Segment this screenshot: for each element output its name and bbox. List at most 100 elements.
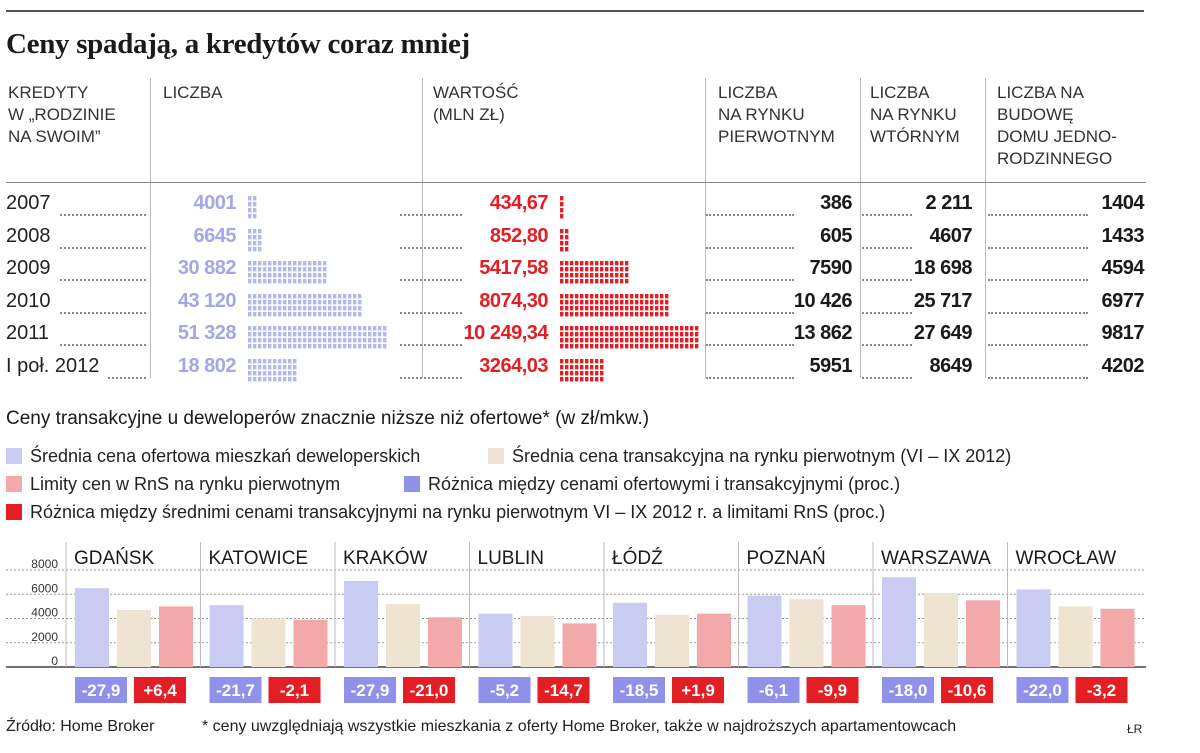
row-leader xyxy=(706,344,794,346)
row-leader xyxy=(862,214,912,216)
row-year: 2007 xyxy=(6,192,51,214)
limit-difference-badge xyxy=(1075,677,1128,703)
header-rule xyxy=(6,182,1146,183)
pictogram-bar xyxy=(248,326,387,349)
pictogram-bar xyxy=(248,228,262,251)
limit-difference-value: +6,4 xyxy=(143,681,177,700)
table-row: 2011 51 328 10 249,34 13 862 27 649 9817 xyxy=(0,322,1150,354)
price-bar xyxy=(117,610,151,667)
secondary-market-count: 25 717 xyxy=(913,289,973,312)
price-bar xyxy=(478,613,513,667)
page-title: Ceny spadają, a kredytów coraz mniej xyxy=(6,28,470,60)
legend-item: Średnia cena transakcyjna na rynku pierw… xyxy=(488,444,1011,468)
row-leader xyxy=(988,214,1088,216)
offer-difference-value: -18,0 xyxy=(889,681,928,700)
pictogram-bar xyxy=(248,358,297,381)
offer-difference-badge xyxy=(209,677,262,703)
pictogram-bar xyxy=(560,196,564,219)
row-leader xyxy=(862,344,912,346)
author-credit: ŁR xyxy=(1127,722,1143,736)
limit-difference-badge xyxy=(806,677,859,703)
limit-difference-badge xyxy=(537,677,590,703)
row-year: 2011 xyxy=(6,322,50,344)
price-bar xyxy=(789,599,824,667)
price-bar xyxy=(831,605,866,667)
row-leader xyxy=(988,376,1088,379)
limit-difference-value: -14,7 xyxy=(544,681,583,700)
price-bar xyxy=(1100,608,1135,667)
limit-difference-badge xyxy=(403,677,455,703)
primary-market-count: 605 xyxy=(820,224,852,247)
header-count: LICZBA xyxy=(163,83,223,102)
secondary-market-count: 27 649 xyxy=(913,322,973,344)
primary-market-count: 5951 xyxy=(809,354,853,377)
legend-label: Średnia cena transakcyjna na rynku pierw… xyxy=(512,445,1012,466)
row-leader xyxy=(862,279,912,281)
header-credits: KREDYTY W „RODZINIE NA SWOIM” xyxy=(8,83,116,146)
row-year: 2008 xyxy=(6,224,51,247)
row-leader xyxy=(706,246,794,249)
pictogram-bar xyxy=(560,228,569,251)
price-bar xyxy=(882,577,916,667)
legend-swatch xyxy=(404,476,420,492)
row-leader xyxy=(60,344,146,346)
pictogram-bar xyxy=(248,261,327,284)
row-leader xyxy=(60,311,146,314)
offer-difference-badge xyxy=(75,677,127,703)
legend-item: Różnica między średnimi cenami transakcy… xyxy=(6,500,885,524)
limit-difference-badge xyxy=(672,677,724,703)
secondary-market-count: 18 698 xyxy=(913,257,973,279)
city-label: WARSZAWA xyxy=(881,548,991,569)
header-primary: LICZBA NA RYNKU PIERWOTNYM xyxy=(718,83,835,146)
city-label: WROCŁAW xyxy=(1016,548,1117,569)
price-bar xyxy=(966,600,1000,667)
city-label: ŁÓDŹ xyxy=(612,547,663,569)
house-construction-count: 1433 xyxy=(1101,224,1145,247)
offer-difference-value: -22,0 xyxy=(1023,681,1062,700)
value-amount: 5417,58 xyxy=(479,257,548,279)
offer-difference-badge xyxy=(882,677,934,703)
house-construction-count: 4594 xyxy=(1101,257,1145,279)
count-value: 30 882 xyxy=(177,257,237,279)
price-bar xyxy=(209,605,244,667)
offer-difference-value: -18,5 xyxy=(620,681,659,700)
legend-item: Średnia cena ofertowa mieszkań deweloper… xyxy=(6,444,420,468)
secondary-market-count: 8649 xyxy=(929,354,973,377)
price-bar xyxy=(613,602,647,667)
price-bar xyxy=(1058,606,1093,667)
column-divider xyxy=(422,78,423,378)
count-value: 18 802 xyxy=(177,354,237,377)
legend-swatch xyxy=(6,504,22,520)
count-value: 43 120 xyxy=(177,289,237,312)
row-leader xyxy=(400,246,462,249)
table-row: 2007 4001 434,67 386 2 211 1404 xyxy=(0,192,1150,224)
primary-market-count: 13 862 xyxy=(793,322,853,344)
header-secondary: LICZBA NA RYNKU WTÓRNYM xyxy=(870,83,960,146)
value-amount: 3264,03 xyxy=(479,354,548,377)
y-tick-label: 2000 xyxy=(31,630,58,644)
offer-difference-badge xyxy=(747,677,800,703)
chart-subtitle: Ceny transakcyjne u deweloperów znacznie… xyxy=(6,408,650,429)
row-leader xyxy=(400,279,462,281)
column-divider xyxy=(860,78,861,378)
footnote: * ceny uwzględniają wszystkie mieszkania… xyxy=(202,718,957,735)
city-label: KRAKÓW xyxy=(343,547,428,569)
legend-swatch xyxy=(6,448,22,464)
price-bar xyxy=(1016,589,1051,667)
price-bar xyxy=(75,588,109,667)
offer-difference-badge xyxy=(613,677,665,703)
row-leader xyxy=(400,344,462,346)
pictogram-bar xyxy=(560,358,604,381)
house-construction-count: 4202 xyxy=(1101,354,1145,377)
city-label: POZNAŃ xyxy=(747,548,826,569)
price-bar xyxy=(747,595,782,667)
price-bar xyxy=(159,606,193,667)
legend-item: Różnica między cenami ofertowymi i trans… xyxy=(404,472,900,496)
offer-difference-value: -6,1 xyxy=(759,681,788,700)
value-amount: 10 249,34 xyxy=(463,322,549,344)
limit-difference-value: -10,6 xyxy=(948,681,987,700)
house-construction-count: 6977 xyxy=(1101,289,1145,312)
limit-difference-badge xyxy=(941,677,993,703)
table-row: 2008 6645 852,80 605 4607 1433 xyxy=(0,225,1150,257)
row-leader xyxy=(862,246,912,249)
